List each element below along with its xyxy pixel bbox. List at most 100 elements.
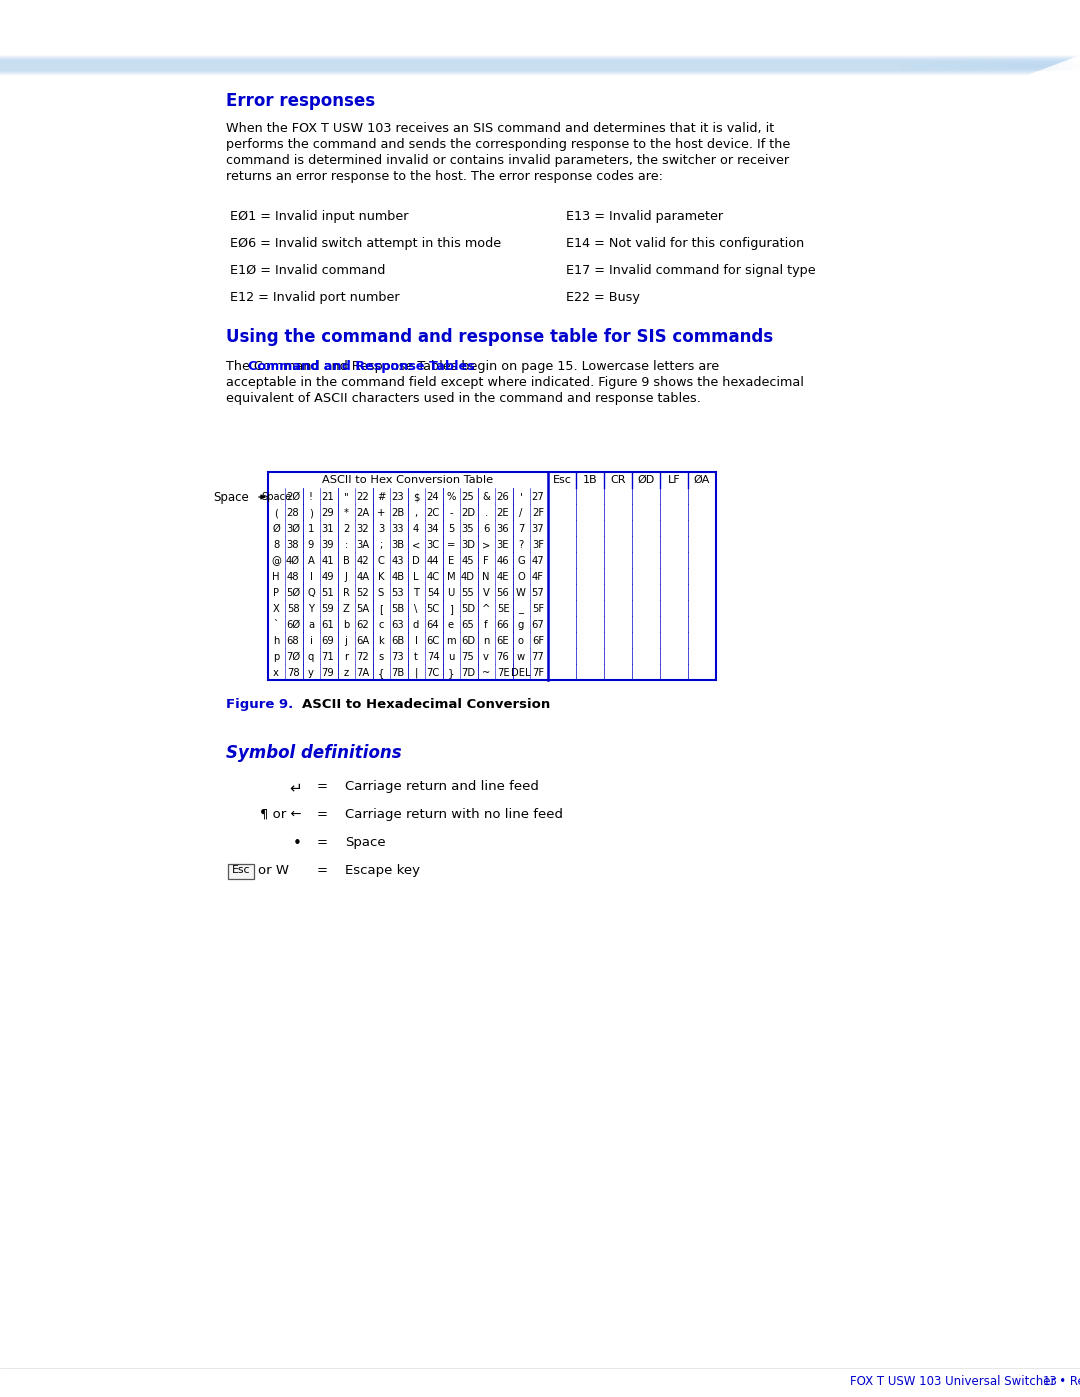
Text: 48: 48	[287, 571, 299, 583]
Bar	[961, 61, 968, 71]
Text: 2A: 2A	[356, 509, 369, 518]
Bar	[0, 63, 1054, 66]
Bar	[1017, 61, 1024, 71]
Text: 23: 23	[392, 492, 404, 502]
Text: 72: 72	[356, 652, 369, 662]
Bar	[0, 61, 1059, 63]
Text: b: b	[342, 620, 349, 630]
Text: E14 = Not valid for this configuration: E14 = Not valid for this configuration	[566, 237, 805, 250]
Text: 1: 1	[308, 524, 314, 534]
Text: `: `	[273, 620, 279, 630]
Text: z: z	[343, 668, 349, 678]
Text: I: I	[310, 571, 312, 583]
Text: LF: LF	[667, 475, 680, 485]
Text: 21: 21	[322, 492, 335, 502]
Text: 68: 68	[286, 636, 299, 645]
Text: The Command and Response Tables begin on page 15. Lowercase letters are: The Command and Response Tables begin on…	[226, 360, 719, 373]
Text: 56: 56	[497, 588, 510, 598]
Bar	[1059, 61, 1066, 71]
Text: &: &	[482, 492, 490, 502]
Bar	[0, 59, 1067, 61]
Bar	[0, 64, 1053, 66]
Bar	[0, 61, 1062, 63]
Text: N: N	[483, 571, 489, 583]
Text: Z: Z	[342, 604, 350, 615]
Text: Carriage return and line feed: Carriage return and line feed	[345, 780, 539, 793]
Text: 2D: 2D	[461, 509, 475, 518]
Text: r: r	[343, 652, 348, 662]
Bar	[0, 67, 1043, 70]
Text: 46: 46	[497, 556, 510, 566]
Text: 6D: 6D	[461, 636, 475, 645]
Text: Ø: Ø	[272, 524, 280, 534]
Text: =: =	[316, 780, 327, 793]
Bar	[1010, 61, 1017, 71]
Text: ↵: ↵	[289, 780, 302, 795]
Text: 5Ø: 5Ø	[286, 588, 300, 598]
Text: m: m	[446, 636, 456, 645]
Bar	[0, 71, 1032, 74]
Text: 5A: 5A	[356, 604, 369, 615]
Text: 38: 38	[287, 541, 299, 550]
Text: Escape key: Escape key	[345, 863, 420, 877]
Text: 3C: 3C	[427, 541, 440, 550]
Text: K: K	[378, 571, 384, 583]
Text: Command and Response Tables: Command and Response Tables	[248, 360, 475, 373]
Text: 3B: 3B	[391, 541, 405, 550]
Text: 3A: 3A	[356, 541, 369, 550]
Text: =: =	[316, 807, 327, 821]
Text: 33: 33	[392, 524, 404, 534]
Text: 61: 61	[322, 620, 335, 630]
Text: -: -	[449, 509, 453, 518]
Text: 6B: 6B	[391, 636, 405, 645]
Text: CR: CR	[610, 475, 625, 485]
Text: +: +	[377, 509, 386, 518]
Bar	[0, 70, 1037, 73]
Text: 45: 45	[461, 556, 474, 566]
Text: ): )	[309, 509, 313, 518]
Text: 36: 36	[497, 524, 510, 534]
Bar	[0, 59, 1069, 60]
Bar	[1066, 61, 1074, 71]
Text: a: a	[308, 620, 314, 630]
Text: 67: 67	[531, 620, 544, 630]
Text: Symbol definitions: Symbol definitions	[226, 745, 402, 761]
Bar	[982, 61, 989, 71]
Text: |: |	[415, 668, 418, 679]
Text: =: =	[447, 541, 455, 550]
Text: ?: ?	[518, 541, 524, 550]
Text: EØ1 = Invalid input number: EØ1 = Invalid input number	[230, 210, 408, 224]
Bar	[947, 61, 954, 71]
Text: E: E	[448, 556, 454, 566]
Text: ~: ~	[482, 668, 490, 678]
Text: 78: 78	[286, 668, 299, 678]
Bar	[891, 61, 897, 71]
Text: 7E: 7E	[497, 668, 510, 678]
Bar	[0, 67, 1045, 68]
Text: *: *	[343, 509, 349, 518]
Text: 6A: 6A	[356, 636, 369, 645]
Text: 3E: 3E	[497, 541, 510, 550]
Text: 54: 54	[427, 588, 440, 598]
Text: equivalent of ASCII characters used in the command and response tables.: equivalent of ASCII characters used in t…	[226, 393, 701, 405]
Text: u: u	[448, 652, 455, 662]
Text: g: g	[517, 620, 524, 630]
Text: [: [	[379, 604, 383, 615]
Bar	[0, 66, 1050, 67]
Text: 6C: 6C	[427, 636, 440, 645]
Text: x: x	[273, 668, 279, 678]
Bar	[0, 74, 1027, 75]
Text: 5D: 5D	[461, 604, 475, 615]
Text: 4F: 4F	[532, 571, 544, 583]
Bar	[0, 68, 1039, 71]
Text: 4A: 4A	[356, 571, 369, 583]
Text: ': '	[519, 492, 523, 502]
Bar	[877, 61, 885, 71]
Bar	[0, 66, 1049, 67]
Text: k: k	[378, 636, 383, 645]
Text: 7Ø: 7Ø	[286, 652, 300, 662]
Text: 37: 37	[531, 524, 544, 534]
Text: DEL: DEL	[511, 668, 530, 678]
Text: 64: 64	[427, 620, 440, 630]
Text: 65: 65	[461, 620, 474, 630]
